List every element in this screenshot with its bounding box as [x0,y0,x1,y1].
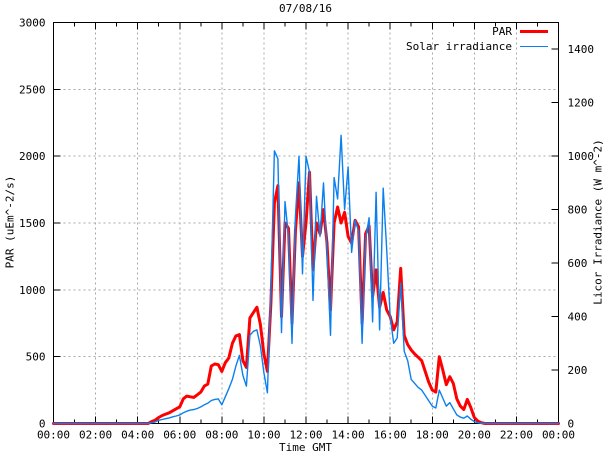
y-right-tick-label: 400 [568,311,588,324]
y-right-tick-label: 800 [568,204,588,217]
y-axis-left-label: PAR (uEm^-2/s) [3,175,17,269]
legend-item-par: PAR [406,25,548,38]
legend-line-par [520,29,548,34]
x-tick-label: 00:00 [542,429,575,442]
y-axis-right-label: Licor Irradiance (W m^-2) [591,139,605,305]
x-tick-label: 10:00 [247,429,280,442]
y-right-tick-label: 0 [568,418,575,431]
x-tick-label: 20:00 [458,429,491,442]
y-right-tick-label: 1000 [568,150,595,163]
x-tick-label: 06:00 [163,429,196,442]
legend: PAR Solar irradiance [406,25,548,53]
legend-item-solar: Solar irradiance [406,40,548,53]
x-tick-label: 02:00 [79,429,112,442]
y-left-tick-label: 0 [39,418,46,431]
legend-line-solar [520,45,548,48]
x-tick-label: 18:00 [416,429,449,442]
chart-title: 07/08/16 [279,2,332,15]
x-tick-label: 14:00 [332,429,365,442]
legend-label-solar: Solar irradiance [406,40,512,53]
y-left-tick-label: 2000 [19,150,46,163]
y-right-tick-label: 200 [568,364,588,377]
legend-label-par: PAR [492,25,512,38]
series-line-solar-irradiance [52,134,560,425]
y-right-tick-label: 1400 [568,43,595,56]
x-tick-label: 22:00 [500,429,533,442]
x-tick-label: 12:00 [289,429,322,442]
y-left-tick-label: 500 [26,351,46,364]
y-left-tick-label: 1500 [19,217,46,230]
y-left-tick-label: 3000 [19,17,46,30]
y-left-tick-label: 2500 [19,83,46,96]
y-left-tick-label: 1000 [19,284,46,297]
x-axis-label: Time GMT [279,441,332,454]
x-tick-label: 04:00 [121,429,154,442]
y-right-tick-label: 600 [568,257,588,270]
x-tick-label: 00:00 [37,429,70,442]
x-tick-label: 16:00 [374,429,407,442]
x-tick-label: 08:00 [205,429,238,442]
y-right-tick-label: 1200 [568,97,595,110]
